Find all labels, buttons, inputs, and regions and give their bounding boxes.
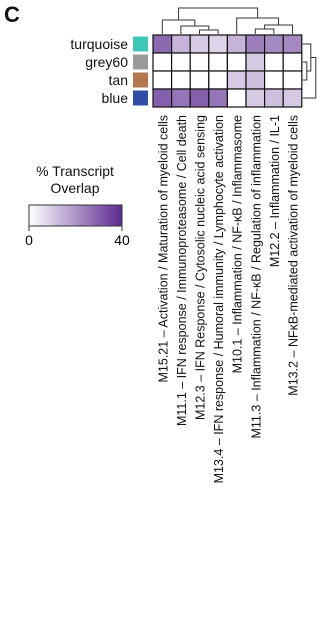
dendrogram-link bbox=[302, 57, 317, 99]
heatmap-cell bbox=[245, 70, 266, 90]
heatmap-cell bbox=[189, 70, 210, 90]
column-label: M11.1 – IFN response / Immunoproteasome … bbox=[175, 115, 189, 426]
dendrogram-link bbox=[178, 7, 259, 20]
heatmap-cell bbox=[189, 52, 210, 72]
legend-title-line1: % Transcript bbox=[36, 163, 114, 179]
row-labels: turquoise grey60 tan blue bbox=[70, 36, 148, 106]
row-color-swatch bbox=[133, 90, 148, 106]
row-label: grey60 bbox=[85, 54, 128, 70]
row-label: turquoise bbox=[70, 36, 128, 52]
heatmap-cell bbox=[245, 88, 266, 108]
heatmap-cell bbox=[282, 70, 303, 90]
heatmap-cell bbox=[282, 52, 303, 72]
heatmap-cell bbox=[226, 70, 247, 90]
legend-title-line2: Overlap bbox=[50, 180, 100, 196]
heatmap-cell bbox=[189, 34, 210, 54]
column-dendrogram bbox=[161, 7, 293, 34]
row-color-swatch bbox=[133, 36, 148, 52]
heatmap-cell bbox=[226, 88, 247, 108]
heatmap-cell bbox=[171, 70, 191, 90]
heatmap-cell bbox=[152, 52, 173, 72]
heatmap-cell bbox=[171, 34, 191, 54]
column-label: M11.3 – Inflammation / NF-κB / Regulatio… bbox=[249, 115, 263, 439]
column-labels: M15.21 – Activation / Maturation of myel… bbox=[156, 115, 300, 483]
column-label: M12.3 – IFN Response / Cytosolic nucleic… bbox=[194, 115, 208, 420]
heatmap-cell bbox=[189, 88, 210, 108]
dendrogram-link bbox=[254, 28, 275, 34]
heatmap-cell bbox=[208, 52, 229, 72]
column-label: M13.4 – IFN response / Humoral immunity … bbox=[212, 115, 226, 483]
legend-title: % Transcript Overlap bbox=[10, 163, 140, 197]
heatmap-cell bbox=[171, 52, 191, 72]
row-label: tan bbox=[109, 72, 128, 88]
heatmap-cell bbox=[264, 52, 284, 72]
row-label: blue bbox=[102, 90, 129, 106]
legend-colorbar bbox=[28, 204, 123, 227]
column-label: M10.1 – Inflammation / NF-κB / Inflammas… bbox=[231, 115, 245, 373]
column-label: M13.2 – NFκB-mediated activation of myel… bbox=[287, 115, 301, 396]
panel-label: C bbox=[4, 2, 20, 27]
heatmap-cell bbox=[282, 34, 303, 54]
heatmap-cell bbox=[208, 88, 229, 108]
heatmap-cell bbox=[226, 34, 247, 54]
heatmap-cell bbox=[152, 70, 173, 90]
column-label: M15.21 – Activation / Maturation of myel… bbox=[156, 115, 170, 383]
heatmap-cell bbox=[208, 34, 229, 54]
row-color-swatch bbox=[133, 72, 148, 88]
legend-min-label: 0 bbox=[25, 232, 33, 248]
heatmap-cell bbox=[152, 34, 173, 54]
heatmap-cell bbox=[264, 34, 284, 54]
heatmap-cell bbox=[226, 52, 247, 72]
heatmap-cell bbox=[245, 52, 266, 72]
dendrogram-link bbox=[161, 19, 196, 34]
dendrogram-link bbox=[236, 17, 280, 34]
heatmap-cell bbox=[152, 88, 173, 108]
row-dendrogram bbox=[302, 43, 317, 99]
heatmap-cell bbox=[282, 88, 303, 108]
heatmap-cell bbox=[245, 34, 266, 54]
color-legend: 0 40 bbox=[25, 204, 130, 248]
dendrogram-link bbox=[302, 61, 308, 81]
row-color-swatch bbox=[133, 54, 148, 70]
heatmap-cell bbox=[208, 70, 229, 90]
legend-max-label: 40 bbox=[114, 232, 130, 248]
dendrogram-link bbox=[199, 29, 219, 34]
heatmap-cell bbox=[264, 88, 284, 108]
heatmap-cell bbox=[171, 88, 191, 108]
heatmap-cells bbox=[152, 34, 303, 108]
heatmap-cell bbox=[264, 70, 284, 90]
column-label: M12.2 – Inflammation / IL-1 bbox=[268, 115, 282, 267]
